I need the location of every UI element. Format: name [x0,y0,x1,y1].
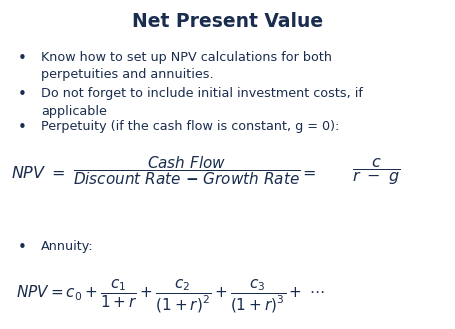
Text: $\dfrac{\mathit{Cash\ Flow}}{\mathit{Discount\ Rate}\ \boldsymbol{-}\ \mathit{Gr: $\dfrac{\mathit{Cash\ Flow}}{\mathit{Dis… [73,155,300,188]
Text: Net Present Value: Net Present Value [132,12,323,31]
Text: Perpetuity (if the cash flow is constant, g = 0):: Perpetuity (if the cash flow is constant… [41,120,339,133]
Text: •: • [18,240,27,255]
Text: $\dfrac{\mathit{c}}{\mathit{r}\ -\ \mathit{g}}$: $\dfrac{\mathit{c}}{\mathit{r}\ -\ \math… [351,156,399,187]
Text: •: • [18,87,27,102]
Text: $=$: $=$ [298,165,315,180]
Text: $\mathit{NPV} = \mathit{c}_0 + \dfrac{\mathit{c}_1}{1+r} + \dfrac{\mathit{c}_2}{: $\mathit{NPV} = \mathit{c}_0 + \dfrac{\m… [16,278,324,315]
Text: •: • [18,120,27,135]
Text: Do not forget to include initial investment costs, if
applicable: Do not forget to include initial investm… [41,87,362,118]
Text: •: • [18,51,27,66]
Text: $\mathit{NPV}\ =$: $\mathit{NPV}\ =$ [11,165,66,181]
Text: Know how to set up NPV calculations for both
perpetuities and annuities.: Know how to set up NPV calculations for … [41,51,331,82]
Text: Annuity:: Annuity: [41,240,94,253]
